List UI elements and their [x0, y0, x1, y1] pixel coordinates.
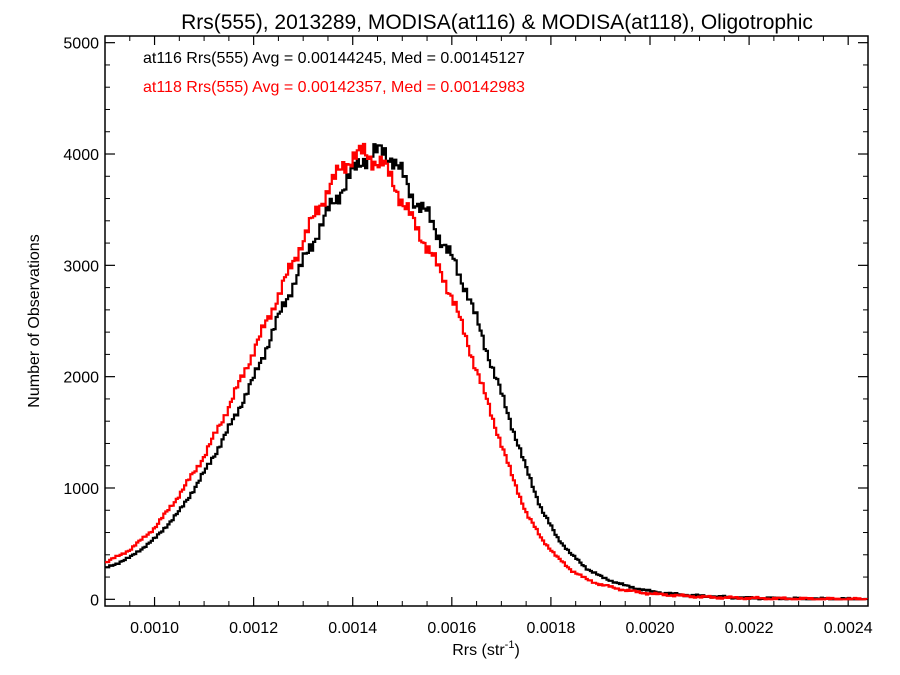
x-tick-label: 0.0010	[130, 620, 179, 637]
y-tick-label: 5000	[63, 36, 99, 53]
y-tick-label: 2000	[63, 370, 99, 387]
y-axis-ticks: 0 1000 2000 3000 4000 5000	[63, 36, 868, 609]
series-layer	[105, 142, 868, 601]
x-tick-label: 0.0024	[824, 620, 873, 637]
x-axis-label-main: Rrs (str	[452, 642, 505, 659]
y-tick-label: 1000	[63, 481, 99, 498]
x-axis-label-superscript: -1	[505, 639, 515, 651]
x-axis-label-end: )	[514, 642, 519, 659]
x-axis-ticks: 0.0010 0.0012 0.0014 0.0016 0.0018 0.0020 0.00…	[129, 36, 873, 637]
y-tick-label: 0	[90, 592, 99, 609]
y-tick-label: 3000	[63, 258, 99, 275]
x-axis-label: Rrs (str-1)	[452, 639, 520, 659]
x-tick-label: 0.0014	[328, 620, 377, 637]
series-annotation-at116: at116 Rrs(555) Avg = 0.00144245, Med = 0…	[143, 50, 525, 67]
x-tick-label: 0.0012	[229, 620, 278, 637]
series-at116-histogram	[105, 143, 868, 601]
y-axis-label: Number of Observations	[26, 234, 43, 407]
x-tick-label: 0.0016	[427, 620, 476, 637]
x-tick-label: 0.0018	[526, 620, 575, 637]
chart-title: Rrs(555), 2013289, MODISA(at116) & MODIS…	[181, 11, 813, 34]
plot-frame	[104, 35, 869, 607]
y-tick-label: 4000	[63, 147, 99, 164]
x-tick-label: 0.0022	[725, 620, 774, 637]
series-at118-histogram	[105, 142, 868, 601]
series-annotation-at118: at118 Rrs(555) Avg = 0.00142357, Med = 0…	[143, 79, 525, 96]
x-tick-label: 0.0020	[626, 620, 675, 637]
